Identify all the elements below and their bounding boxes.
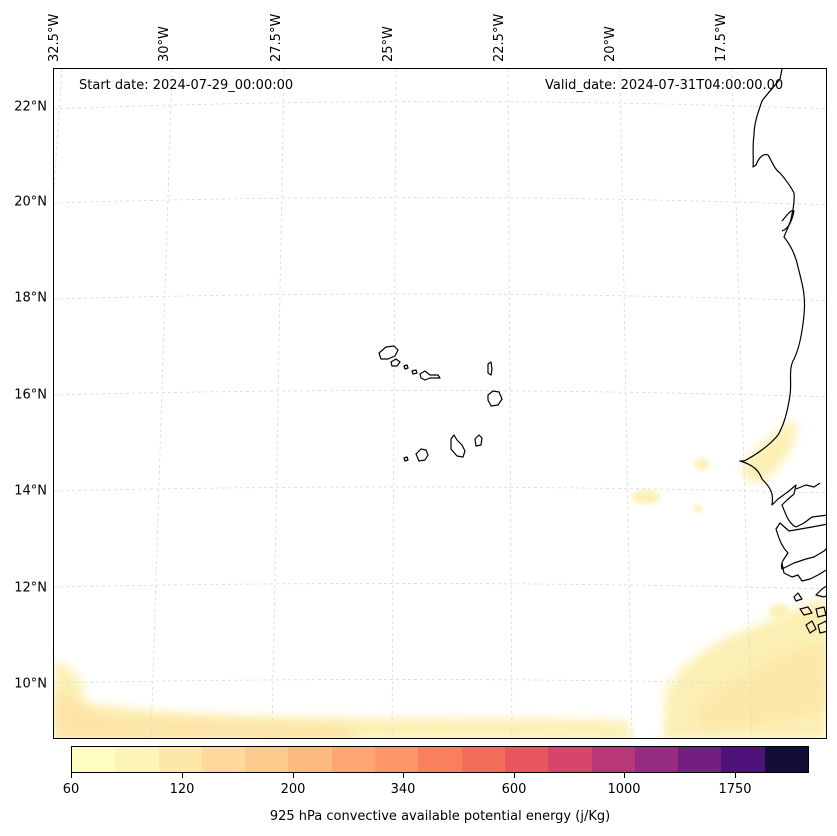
colorbar-swatch-16 [764,747,809,772]
cape-area-south [54,659,632,738]
lon-label-20w: 20°W [603,26,618,62]
lat-label-10n: 10°N [14,676,47,692]
cape-area-south-core [54,684,354,738]
gridline-lat-12 [54,583,826,590]
gridline-lon-22-5 [507,69,513,738]
colorbar-tick-60 [71,773,72,778]
colorbar-tick-340 [403,773,404,778]
cape-area-coast [741,419,797,484]
lat-label-16n: 16°N [14,387,47,403]
colorbar-label-120: 120 [169,782,195,797]
bissau-coast-detail [815,585,826,598]
colorbar-title: 925 hPa convective available potential e… [269,809,611,824]
lat-label-22n: 22°N [14,99,47,115]
colorbar-label-340: 340 [390,782,416,797]
lat-label-14n: 14°N [14,483,47,499]
colorbar [71,746,809,773]
island-santa-luzia [403,364,409,370]
gridline-lat-10 [54,679,826,686]
colorbar-label-1750: 1750 [718,782,752,797]
lon-label-22-5w: 22.5°W [492,13,507,62]
cape-area-southeast-core [694,641,826,731]
gridline-lon-30 [150,69,173,738]
lat-label-18n: 18°N [14,290,47,306]
island-brava [403,456,409,462]
gridline-lat-14 [54,486,826,494]
colorbar-swatch-1 [115,747,159,772]
colorbar-swatch-4 [245,747,289,772]
map-panel [53,68,827,739]
colorbar-swatch-12 [591,747,635,772]
start-date-label: Start date: 2024-07-29_00:00:00 [79,78,294,93]
colorbar-label-60: 60 [62,782,80,797]
colorbar-tick-120 [182,773,183,778]
gridline-lon-17-5 [731,69,753,738]
island-maio [474,434,483,447]
gridline-lat-18 [54,293,826,302]
lat-label-20n: 20°N [14,194,47,210]
colorbar-tick-1750 [735,773,736,778]
colorbar-swatch-3 [201,747,246,772]
colorbar-tick-600 [514,773,515,778]
gridline-lat-20 [54,197,826,206]
island-santiago [450,434,466,458]
colorbar-label-1000: 1000 [607,782,641,797]
colorbar-swatch-10 [504,747,549,772]
colorbar-label-200: 200 [280,782,306,797]
lon-label-25w: 25°W [381,26,396,62]
cape-patch-4 [694,505,702,513]
lon-label-27-5w: 27.5°W [269,13,284,62]
gambia-estuary [795,482,821,490]
colorbar-tick-1000 [624,773,625,778]
colorbar-swatch-9 [461,747,505,772]
african-coastline [739,69,826,582]
colorbar-swatch-11 [548,747,592,772]
island-boa-vista [487,390,503,407]
island-sao-nicolau [411,369,441,381]
coastlines [739,69,826,634]
map-canvas [54,69,826,738]
gridline-lat-16 [54,390,826,398]
colorbar-swatch-7 [375,747,419,772]
cape-patch-1 [631,490,661,504]
gridline-lon-25 [391,69,397,738]
island-santo-antao [378,345,399,360]
lon-label-30w: 30°W [157,26,172,62]
cape-patch-3 [769,604,789,618]
gridline-lon-20 [619,69,633,738]
colorbar-swatch-13 [634,747,679,772]
island-sal [487,361,493,376]
colorbar-swatch-6 [331,747,376,772]
gridlines [54,69,826,738]
colorbar-swatch-14 [678,747,722,772]
cape-patch-2 [694,458,710,470]
colorbar-swatch-15 [721,747,765,772]
gridline-lon-27-5 [271,69,285,738]
colorbar-swatch-0 [72,747,116,772]
colorbar-label-600: 600 [501,782,527,797]
colorbar-swatch-8 [418,747,462,772]
dakhla-peninsula [781,209,795,232]
lat-label-12n: 12°N [14,580,47,596]
cape-verde-islands [378,345,503,462]
gridline-lon-32-5 [54,69,63,190]
cape-field [54,419,826,738]
colorbar-swatch-5 [288,747,332,772]
colorbar-swatch-2 [158,747,202,772]
island-fogo [415,448,429,462]
lon-label-17-5w: 17.5°W [714,13,729,62]
bissagos-islands [793,592,826,634]
valid-date-label: Valid_date: 2024-07-31T04:00:00.00 [545,78,784,93]
colorbar-tick-200 [293,773,294,778]
island-sao-vicente [390,358,401,367]
lon-label-32-5w: 32.5°W [47,13,62,62]
gridline-lat-22 [54,101,826,110]
